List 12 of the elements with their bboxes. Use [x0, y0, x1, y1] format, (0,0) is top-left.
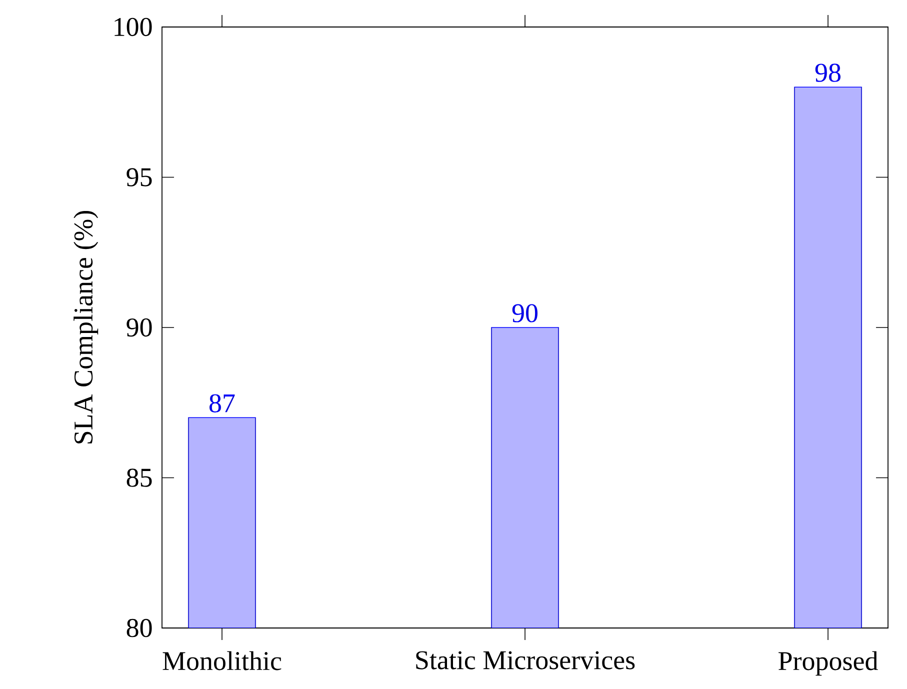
x-tick-label: Static Microservices — [416, 651, 635, 670]
x-tick-label: Proposed — [778, 651, 878, 676]
x-tick-label: Monolithic — [162, 651, 282, 670]
y-tick-label: 95 — [126, 168, 152, 186]
y-tick-label: 80 — [126, 618, 152, 638]
data-label: 90 — [512, 304, 538, 322]
data-label: 87 — [210, 394, 235, 412]
y-tick-label: 90 — [126, 318, 152, 337]
y-tick-label: 85 — [126, 468, 152, 487]
y-axis-title: SLA Compliance (%) — [74, 210, 98, 444]
data-label: 98 — [815, 64, 840, 82]
y-tick-label: 100 — [114, 18, 152, 36]
